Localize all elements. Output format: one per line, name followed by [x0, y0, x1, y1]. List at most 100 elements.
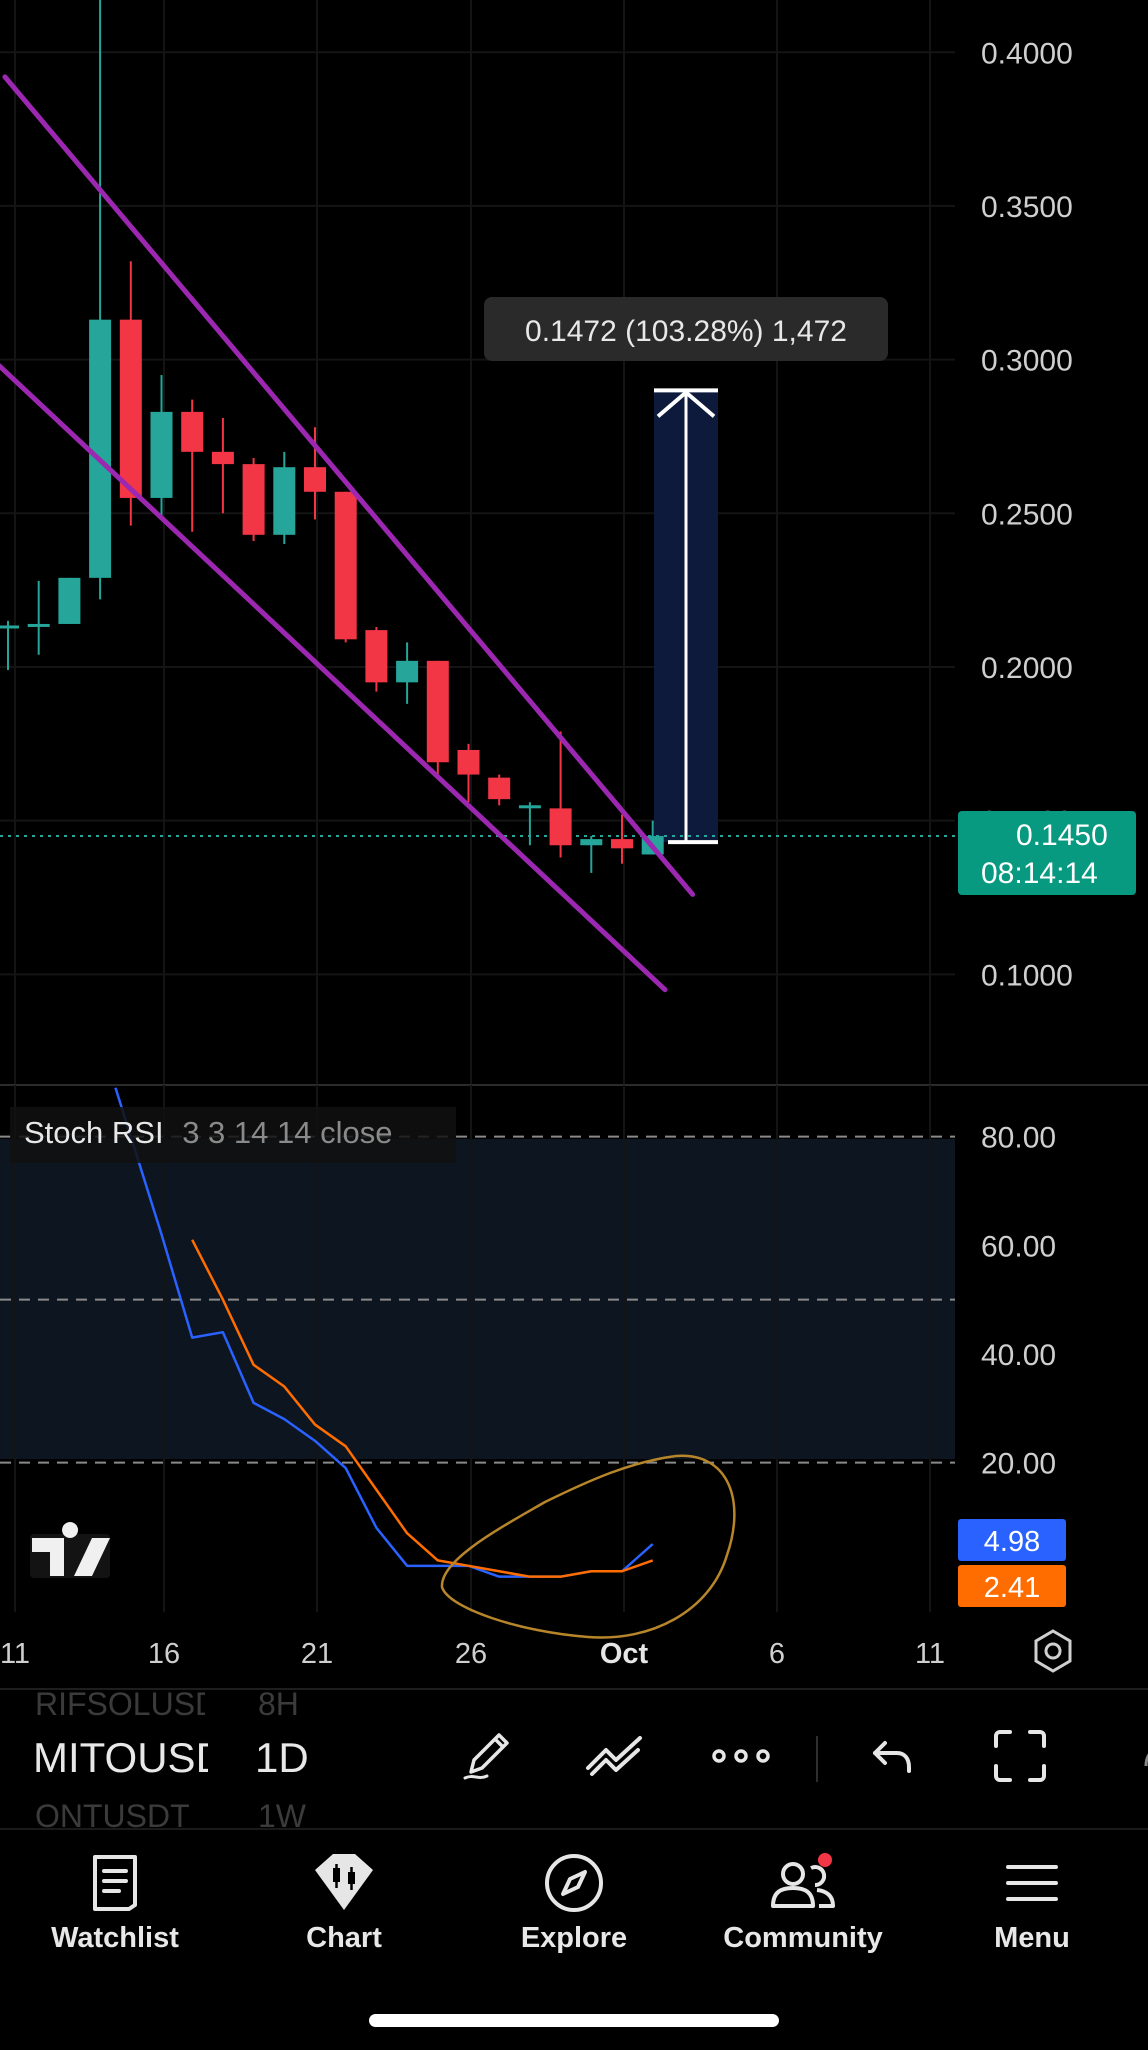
time-tick-label: 26: [455, 1638, 487, 1670]
hand-drawn-circle: [440, 1454, 736, 1639]
settings-icon[interactable]: [1034, 1629, 1072, 1673]
rsi-tick-label: 20.00: [981, 1448, 1056, 1481]
candle-body: [273, 467, 296, 535]
nav-chart-label: Chart: [306, 1922, 382, 1954]
nav-menu-label: Menu: [994, 1922, 1070, 1954]
price-tick-label: 0.2000: [981, 652, 1073, 685]
candle-body: [611, 839, 633, 849]
trend-line-icon[interactable]: [582, 1724, 646, 1788]
time-tick-label: Oct: [600, 1638, 649, 1670]
price-chart-pane[interactable]: 0.40000.35000.30000.25000.20000.15000.10…: [0, 0, 1136, 1085]
toolbar-separator: [816, 1736, 818, 1782]
candle-body: [27, 623, 50, 627]
candle-body: [181, 411, 204, 452]
candle-body: [365, 630, 388, 683]
time-axis[interactable]: 11 16 21 26 Oct 6 11: [0, 1638, 945, 1670]
candle-body: [396, 660, 419, 683]
undo-icon[interactable]: [860, 1724, 924, 1788]
candle: [426, 660, 449, 775]
menu-icon: [932, 1848, 1132, 1918]
candle: [365, 627, 388, 692]
candle: [396, 642, 419, 704]
trendlines[interactable]: [0, 74, 696, 993]
candle-body: [0, 625, 19, 629]
partial-icon[interactable]: [1120, 1724, 1148, 1788]
stoch-rsi-legend[interactable]: Stoch RSI 3 3 14 14 close: [10, 1107, 456, 1163]
timeframe-selector[interactable]: 1D: [255, 1734, 309, 1781]
measure-arrow[interactable]: [654, 388, 718, 845]
timeframe-next[interactable]: 1W: [258, 1798, 306, 1828]
candle: [211, 418, 234, 514]
candles: [0, 0, 664, 873]
candle: [27, 580, 50, 655]
rsi-tick-label: 40.00: [981, 1339, 1056, 1372]
measure-label: 0.1472 (103.28%) 1,472: [484, 297, 888, 361]
time-tick-label: 16: [148, 1638, 180, 1670]
candle-body: [549, 808, 572, 846]
candle-body: [488, 777, 511, 800]
candle: [334, 491, 357, 643]
trendline-1: [0, 363, 668, 993]
nav-explore[interactable]: Explore: [474, 1848, 674, 1978]
stoch-rsi-lines: [114, 1087, 654, 1578]
nav-community[interactable]: Community: [703, 1848, 903, 1978]
stoch-d-badge: 2.41: [958, 1565, 1066, 1607]
candle: [488, 774, 511, 806]
chart-icon: [244, 1848, 444, 1918]
candle: [119, 261, 142, 526]
nav-menu[interactable]: Menu: [932, 1848, 1132, 1978]
candle: [518, 802, 541, 846]
stoch-rsi-axis: 80.00 60.00 40.00 20.00: [981, 1122, 1056, 1481]
nav-watchlist-label: Watchlist: [51, 1922, 179, 1954]
price-tick-label: 0.4000: [981, 37, 1073, 70]
price-grid: [0, 0, 955, 1085]
nav-community-label: Community: [723, 1922, 883, 1954]
symbol-prev[interactable]: RIFSOLUSDT: [35, 1688, 205, 1722]
bar-countdown: 08:14:14: [981, 857, 1098, 890]
stoch-k-value: 4.98: [984, 1526, 1040, 1558]
nav-chart[interactable]: Chart: [244, 1848, 444, 1978]
chart-area[interactable]: 0.40000.35000.30000.25000.20000.15000.10…: [0, 0, 1148, 1700]
candle-body: [334, 491, 357, 640]
watchlist-icon: [15, 1848, 215, 1918]
measure-label-text: 0.1472 (103.28%) 1,472: [525, 315, 847, 348]
candle: [304, 427, 326, 520]
candle-body: [242, 464, 265, 535]
candle: [242, 457, 265, 541]
candle: [580, 836, 603, 873]
rsi-series-d: [191, 1239, 654, 1578]
time-tick-label: 21: [301, 1638, 333, 1670]
stoch-d-value: 2.41: [984, 1572, 1040, 1604]
candle-body: [457, 749, 480, 775]
fullscreen-icon[interactable]: [988, 1724, 1052, 1788]
bottom-nav: Watchlist Chart Explore Community Menu: [0, 1828, 1148, 2050]
nav-watchlist[interactable]: Watchlist: [15, 1848, 215, 1978]
price-tick-label: 0.2500: [981, 498, 1073, 531]
candle: [0, 620, 19, 671]
home-indicator[interactable]: [369, 2014, 779, 2027]
time-tick-label: 6: [769, 1638, 785, 1670]
stoch-k-badge: 4.98: [958, 1519, 1066, 1561]
stoch-rsi-title: Stoch RSI: [24, 1115, 164, 1150]
candle-body: [304, 467, 326, 492]
last-price-badge: 0.1450 08:14:14: [958, 811, 1136, 895]
rsi-tick-label: 60.00: [981, 1230, 1056, 1263]
candle-body: [211, 451, 234, 465]
more-icon[interactable]: [709, 1724, 773, 1788]
timeframe-prev[interactable]: 8H: [258, 1688, 299, 1722]
stoch-rsi-pane[interactable]: 80.00 60.00 40.00 20.00 Stoch RSI 3 3 14 14…: [0, 1085, 1066, 1639]
pencil-icon[interactable]: [455, 1724, 519, 1788]
svg-text:Stoch RSI 3 3 14 14 cl: Stoch RSI 3 3 14 14 close: [24, 1115, 392, 1150]
stoch-rsi-grid: [0, 1085, 955, 1612]
time-tick-label: 11: [0, 1638, 30, 1670]
measure-arrowhead: [656, 389, 716, 418]
stoch-rsi-params: 3 3 14 14 close: [182, 1115, 392, 1150]
candle-body: [518, 805, 541, 809]
symbol-selector[interactable]: MITOUSDT: [33, 1734, 208, 1781]
candle-body: [426, 660, 449, 763]
symbol-next[interactable]: ONTUSDT: [35, 1798, 190, 1828]
candle-body: [119, 319, 142, 498]
price-tick-label: 0.3000: [981, 345, 1073, 378]
candle: [549, 731, 572, 858]
price-tick-label: 0.3500: [981, 191, 1073, 224]
